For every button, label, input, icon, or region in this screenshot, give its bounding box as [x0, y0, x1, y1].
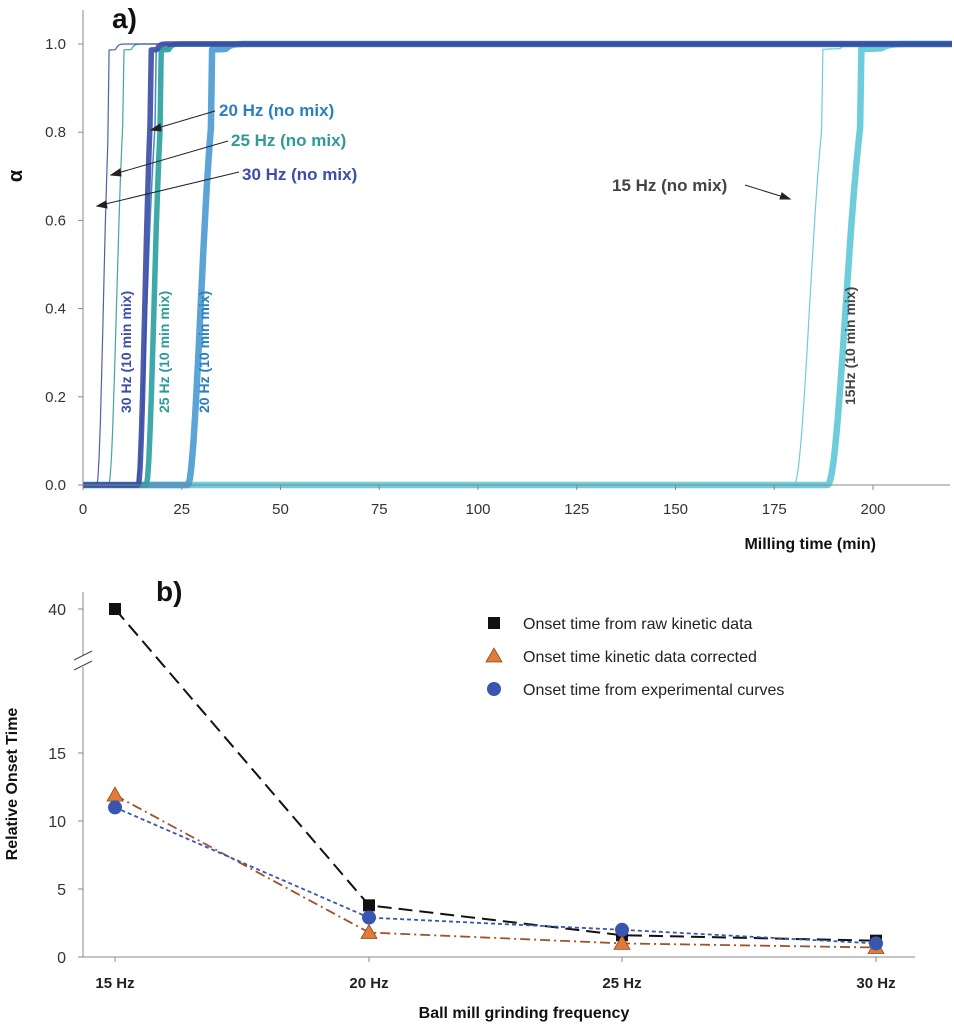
- label-25hz-mix: 25 Hz (10 min mix): [156, 291, 172, 413]
- x-tick-label: 150: [663, 501, 688, 518]
- panel-b: b) 0 5 10 15 40 15 Hz 20 Hz 25 Hz 30 Hz Relativ…: [4, 576, 915, 1022]
- panel-b-y-title: Relative Onset Time: [4, 708, 21, 861]
- series-line-square: [114, 608, 877, 942]
- y-tick-label: 15: [48, 746, 66, 763]
- panel-b-label: b): [156, 576, 182, 607]
- series-line-circle: [114, 806, 877, 945]
- y-tick-label: 0.0: [45, 477, 66, 494]
- legend-marker-triangle: [485, 647, 503, 663]
- panel-a-x-ticks: 0 25 50 75 100 125 150 175 200: [79, 485, 886, 518]
- axis-break-mark: [73, 650, 93, 671]
- label-20hz-mix: 20 Hz (10 min mix): [196, 291, 212, 413]
- label-25hz-nomix: 25 Hz (no mix): [231, 131, 346, 150]
- label-30hz-mix: 30 Hz (10 min mix): [118, 291, 134, 413]
- y-tick-label: 0: [57, 950, 66, 967]
- data-point-circle: [615, 922, 629, 937]
- arrowhead-20hz-nomix: [149, 123, 162, 132]
- data-point-triangle: [106, 786, 124, 802]
- x-tick-label: 30 Hz: [856, 975, 895, 992]
- arrow-30hz-nomix: [96, 171, 240, 207]
- data-point-square: [109, 603, 121, 615]
- data-point-circle: [869, 936, 883, 951]
- label-20hz-nomix: 20 Hz (no mix): [219, 101, 334, 120]
- panel-a-label: a): [112, 3, 137, 34]
- data-point-circle: [108, 800, 122, 815]
- x-tick-label: 50: [272, 501, 289, 518]
- x-tick-label: 25 Hz: [602, 975, 641, 992]
- legend-marker-circle: [487, 682, 501, 696]
- y-tick-label: 0.4: [45, 301, 66, 318]
- data-point-triangle: [613, 934, 631, 950]
- y-tick-label: 0.8: [45, 124, 66, 141]
- y-tick-label: 40: [48, 602, 66, 619]
- annotation-arrows: [95, 110, 792, 209]
- label-30hz-nomix: 30 Hz (no mix): [242, 165, 357, 184]
- data-point-square: [363, 899, 375, 912]
- panel-a-curves: [80, 40, 954, 489]
- label-15hz-mix: 15Hz (10 min mix): [842, 287, 858, 405]
- panel-b-series-lines: [114, 608, 877, 949]
- y-tick-label: 10: [48, 814, 66, 831]
- legend-label: Onset time from raw kinetic data: [523, 616, 753, 633]
- x-tick-label: 125: [564, 501, 589, 518]
- arrowhead-25hz-nomix: [109, 168, 122, 177]
- panel-b-series-markers: [106, 603, 885, 954]
- curve-s30nomix: [83, 43, 952, 486]
- panel-a: a) 0 25 50 75 100 125 150 175 200 0.00.20.40.60.…: [5, 3, 954, 553]
- data-point-circle: [362, 910, 376, 925]
- x-tick-label: 20 Hz: [349, 975, 388, 992]
- x-tick-label: 100: [465, 501, 490, 518]
- arrowhead-30hz-nomix: [95, 200, 108, 209]
- series-line-triangle: [114, 794, 877, 949]
- x-tick-label: 25: [173, 501, 190, 518]
- x-tick-label: 15 Hz: [95, 975, 134, 992]
- arrow-25hz-nomix: [110, 140, 229, 176]
- label-15hz-nomix: 15 Hz (no mix): [612, 176, 727, 195]
- x-tick-label: 0: [79, 501, 87, 518]
- panel-b-y-ticks: 0 5 10 15 40: [48, 602, 83, 967]
- arrow-20hz-nomix: [150, 110, 216, 131]
- arrowhead-15hz-nomix: [779, 192, 792, 200]
- panel-b-x-ticks: 15 Hz 20 Hz 25 Hz 30 Hz: [95, 957, 896, 992]
- data-point-triangle: [360, 923, 378, 939]
- legend-marker-square: [488, 617, 500, 629]
- y-tick-label: 0.6: [45, 212, 66, 229]
- panel-b-legend: Onset time from raw kinetic data Onset ti…: [485, 616, 784, 699]
- panel-b-x-title: Ball mill grinding frequency: [419, 1005, 630, 1022]
- y-tick-label: 5: [57, 882, 66, 899]
- y-tick-label: 1.0: [45, 36, 66, 53]
- x-tick-label: 175: [762, 501, 787, 518]
- panel-a-y-title: α: [5, 169, 27, 182]
- panel-a-y-ticks: 0.0 0.2 0.4 0.6 0.8 1.0: [45, 36, 83, 494]
- legend-label: Onset time kinetic data corrected: [523, 649, 757, 666]
- legend-label: Onset time from experimental curves: [523, 682, 784, 699]
- y-tick-label: 0.2: [45, 389, 66, 406]
- x-tick-label: 75: [371, 501, 388, 518]
- x-tick-label: 200: [860, 501, 885, 518]
- panel-a-x-title: Milling time (min): [744, 536, 876, 553]
